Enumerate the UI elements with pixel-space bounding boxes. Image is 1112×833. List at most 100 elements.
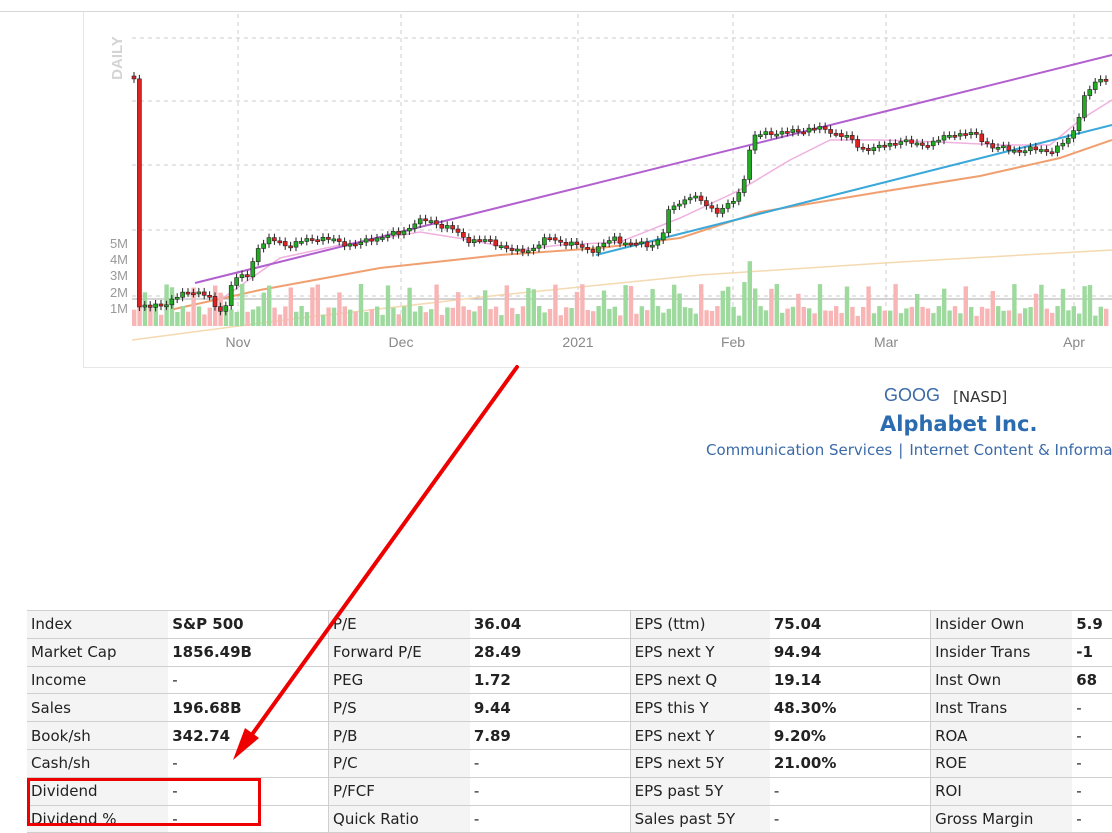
metric-value: - (469, 749, 631, 778)
metric-label[interactable]: EPS (ttm) (629, 610, 770, 639)
metric-label[interactable]: EPS past 5Y (629, 777, 770, 806)
volume-bar (321, 314, 326, 326)
volume-bar (250, 309, 256, 326)
metric-label[interactable]: Insider Trans (930, 638, 1073, 667)
metric-label[interactable]: Gross Margin (930, 805, 1073, 833)
metric-label[interactable]: Insider Own (930, 610, 1073, 639)
volume-bar (979, 306, 985, 326)
volume-bar (736, 315, 742, 326)
candle-body (866, 147, 871, 151)
candle-body (639, 241, 644, 245)
volume-bar (1087, 285, 1093, 326)
metric-label[interactable]: Dividend % (27, 805, 169, 833)
volume-bar (796, 293, 801, 326)
candle-body (207, 294, 212, 298)
volume-bar (159, 314, 164, 326)
candle-body (1044, 149, 1049, 153)
candle-body (515, 248, 520, 252)
candle-body (1060, 142, 1066, 147)
metric-value: - (769, 777, 931, 806)
candle-body (363, 238, 369, 243)
metric-label[interactable]: P/FCF (328, 777, 470, 806)
candle-body (596, 246, 601, 253)
metric-value: - (469, 777, 631, 806)
volume-bar (607, 308, 612, 326)
metric-label[interactable]: P/S (328, 693, 470, 723)
volume-bar (450, 307, 455, 326)
metric-label[interactable]: PEG (328, 666, 470, 695)
candle-body (320, 236, 326, 242)
candle-body (833, 133, 839, 136)
volume-bar (1001, 310, 1006, 326)
candle-body (401, 230, 407, 235)
candle-body (282, 241, 288, 247)
metric-label[interactable]: Forward P/E (328, 638, 470, 667)
volume-bar (909, 306, 914, 326)
company-name-link[interactable]: Alphabet Inc. (880, 412, 1038, 436)
volume-bar (996, 306, 1001, 326)
metric-label[interactable]: Quick Ratio (328, 805, 470, 833)
metric-label[interactable]: Book/sh (27, 721, 169, 750)
candle-body (326, 236, 331, 240)
volume-bar (402, 306, 407, 326)
metric-label[interactable]: EPS next Y (629, 638, 770, 667)
metric-label[interactable]: Market Cap (27, 638, 169, 667)
candle-body (1055, 145, 1060, 153)
metric-label[interactable]: ROI (930, 777, 1073, 806)
table-row: Sales 196.68B P/S 9.44 EPS this Y 48.30% Inst … (27, 693, 1112, 723)
volume-bar (1028, 307, 1033, 326)
ticker-link[interactable]: GOOG (884, 385, 941, 405)
metric-label[interactable]: Dividend (27, 777, 169, 806)
metric-label[interactable]: Cash/sh (27, 749, 169, 778)
candle-body (390, 231, 396, 236)
metric-value: - (469, 805, 631, 833)
volume-bar (574, 291, 580, 326)
sector-link[interactable]: Communication Services (706, 441, 893, 459)
volume-bar (304, 311, 310, 326)
candle-body (968, 132, 974, 135)
candle-body (185, 291, 191, 295)
metric-label[interactable]: P/B (328, 721, 470, 750)
volume-bar (585, 310, 590, 326)
metric-value: 36.04 (469, 610, 631, 639)
metric-label[interactable]: Sales (27, 693, 169, 723)
metric-label[interactable]: Sales past 5Y (629, 805, 770, 833)
metric-label[interactable]: EPS next Q (629, 666, 770, 695)
volume-bar (564, 307, 569, 326)
ma20-line (219, 99, 1112, 301)
metric-label[interactable]: Income (27, 666, 169, 695)
metric-label[interactable]: Inst Own (930, 666, 1073, 695)
metric-value: 342.74 (168, 721, 329, 750)
candle-body (882, 144, 887, 148)
volume-bar (774, 284, 779, 326)
volume-bar (720, 290, 725, 326)
candle-body (228, 285, 234, 306)
metric-label[interactable]: EPS this Y (629, 693, 770, 723)
metric-label[interactable]: Index (27, 610, 169, 639)
metric-label[interactable]: ROA (930, 721, 1073, 750)
volume-bar (331, 307, 337, 326)
candle-body (563, 242, 569, 246)
volume-bar (628, 286, 634, 326)
metric-label[interactable]: ROE (930, 749, 1073, 778)
metric-label[interactable]: P/C (328, 749, 470, 778)
volume-bar (855, 315, 860, 326)
metric-label[interactable]: P/E (328, 610, 470, 639)
metric-label[interactable]: EPS next 5Y (629, 749, 770, 778)
volume-bar (1093, 315, 1098, 326)
candle-body (239, 274, 245, 278)
highlight-box (27, 778, 261, 826)
candle-body (525, 250, 531, 253)
volume-bar (834, 306, 839, 326)
candle-body (941, 135, 947, 141)
metric-label[interactable]: EPS next Y (629, 721, 770, 750)
volume-bar (990, 291, 995, 326)
metric-label[interactable]: Inst Trans (930, 693, 1073, 723)
industry-link[interactable]: Internet Content & Informa (909, 441, 1112, 459)
candle-body (342, 241, 347, 247)
candle-body (1103, 79, 1109, 82)
candle-body (552, 237, 558, 241)
candle-body (407, 228, 412, 232)
candle-body (309, 238, 315, 241)
